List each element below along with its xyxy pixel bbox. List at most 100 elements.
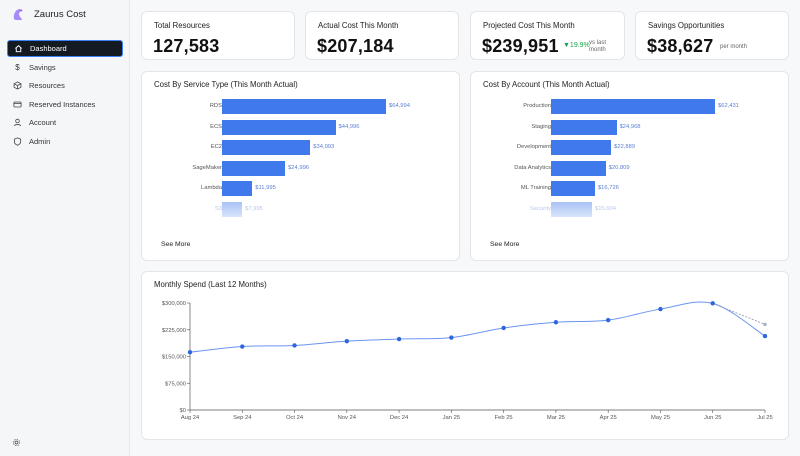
bar-value-label: $34,993 <box>313 144 335 150</box>
bar-label: Development <box>516 144 551 150</box>
card-icon <box>13 100 22 109</box>
bar[interactable] <box>551 99 715 114</box>
x-tick-label: Jul 25 <box>757 415 772 421</box>
bar-row[interactable]: Security $15,604 <box>471 201 788 217</box>
bar-value-label: $22,889 <box>614 144 636 150</box>
data-point <box>187 350 193 355</box>
gear-icon[interactable] <box>12 438 21 449</box>
sidebar-item-label: Resources <box>29 81 65 91</box>
monthly-spend-line-chart: $0 $75,000 $150,000 $225,000 $300,000 Aug 24 S… <box>162 301 773 421</box>
spend-line <box>189 301 766 353</box>
data-point <box>240 344 245 349</box>
bar-row[interactable]: Staging $24,968 <box>471 119 788 135</box>
y-tick-label: $300,000 <box>162 301 186 307</box>
data-point <box>605 317 611 323</box>
bar-label: ECS <box>210 123 222 130</box>
monthly-spend-card: Monthly Spend (Last 12 Months) $0 $75,000… <box>141 271 789 440</box>
sidebar: Zaurus Cost Dashboard $ Savings Resource… <box>0 0 130 456</box>
bar-row[interactable]: EC2 $34,993 <box>142 140 459 155</box>
see-more-button[interactable]: See More <box>490 241 520 248</box>
brand[interactable]: Zaurus Cost <box>10 6 86 22</box>
sidebar-item-account[interactable]: Account <box>7 114 123 131</box>
x-tick-label: Nov 24 <box>338 415 357 421</box>
bar-row[interactable]: SageMaker $24,996 <box>142 160 459 176</box>
bar-label: Production <box>523 103 551 109</box>
kpi-note: per month <box>720 44 748 50</box>
sidebar-item-admin[interactable]: Admin <box>7 133 123 150</box>
sidebar-item-label: Savings <box>29 62 56 72</box>
bar-label: S3 <box>214 205 222 212</box>
bar-row[interactable]: Data Analytics $20,809 <box>471 160 788 176</box>
bar-row[interactable]: Development $22,889 <box>471 140 788 155</box>
bar-value-label: $44,996 <box>338 123 360 130</box>
cost-by-service-card: Cost By Service Type (This Month Actual)… <box>141 71 460 261</box>
bar[interactable] <box>222 201 243 217</box>
zaurus-logo-icon <box>13 9 23 20</box>
kpi-note-line: vs last <box>589 40 607 46</box>
bar-row[interactable]: RDS $64,994 <box>142 99 459 114</box>
bar[interactable] <box>551 140 612 155</box>
home-icon <box>14 44 23 53</box>
kpi-value: $38,627 <box>647 36 714 56</box>
data-point <box>710 301 715 306</box>
sidebar-item-resources[interactable]: Resources <box>7 77 123 94</box>
card-title: Cost By Account (This Month Actual) <box>483 80 610 89</box>
dollar-icon: $ <box>15 62 20 72</box>
bar-row[interactable]: ML Training $16,726 <box>471 181 788 196</box>
card-title: Monthly Spend (Last 12 Months) <box>154 280 267 289</box>
kpi-note: vs last month <box>589 40 606 54</box>
bar-row[interactable]: ECS $44,996 <box>142 119 459 135</box>
sidebar-item-label: Admin <box>29 136 51 146</box>
bar[interactable] <box>551 160 606 176</box>
bar-row[interactable]: Production $62,431 <box>471 99 788 114</box>
bar-label: ML Training <box>520 185 551 191</box>
bar-label: SageMaker <box>192 164 222 171</box>
x-tick-label: Feb 25 <box>495 415 513 421</box>
bar-value-label: $15,604 <box>594 205 616 212</box>
kpi-note-line: month <box>589 47 606 53</box>
kpi-actual-cost: Actual Cost This Month $207,184 <box>305 11 459 60</box>
see-more-button[interactable]: See More <box>161 241 191 248</box>
app-name: Zaurus Cost <box>34 8 86 20</box>
sidebar-item-savings[interactable]: $ Savings <box>7 59 123 76</box>
x-tick-label: Oct 24 <box>286 415 304 421</box>
kpi-value: $207,184 <box>317 36 394 56</box>
sidebar-item-label: Account <box>29 118 57 128</box>
bar[interactable] <box>551 201 592 217</box>
bar[interactable] <box>222 160 286 176</box>
x-tick-label: Jun 25 <box>704 415 721 421</box>
kpi-value: 127,583 <box>153 36 220 56</box>
sidebar-item-label: Reserved Instances <box>29 99 96 109</box>
x-tick-label: Jan 25 <box>443 415 460 421</box>
data-point <box>449 335 454 340</box>
x-tick-label: Mar 25 <box>547 415 565 421</box>
x-tick-label: Aug 24 <box>181 415 200 421</box>
user-icon <box>13 118 22 127</box>
bar-value-label: $7,995 <box>245 205 263 212</box>
bar-row[interactable]: Lambda $11,995 <box>142 181 459 196</box>
sidebar-item-label: Dashboard <box>30 44 67 53</box>
bar[interactable] <box>222 140 311 155</box>
sidebar-nav: Dashboard $ Savings Resources Reserved I… <box>7 40 123 152</box>
sidebar-item-dashboard[interactable]: Dashboard <box>7 40 123 57</box>
y-tick-label: $225,000 <box>162 328 186 334</box>
bar[interactable] <box>222 119 336 135</box>
shield-icon <box>13 137 22 146</box>
bar[interactable] <box>551 119 617 135</box>
x-tick-label: May 25 <box>651 415 670 421</box>
kpi-change: ▼19.9% <box>563 42 590 49</box>
bar[interactable] <box>222 181 253 196</box>
y-tick-label: $75,000 <box>165 381 186 387</box>
card-title: Cost By Service Type (This Month Actual) <box>154 80 298 89</box>
bar[interactable] <box>222 99 386 114</box>
sidebar-item-reserved-instances[interactable]: Reserved Instances <box>7 96 123 113</box>
bar-row[interactable]: S3 $7,995 <box>142 201 459 217</box>
bar-value-label: $16,726 <box>597 185 619 191</box>
kpi-savings: Savings Opportunities $38,627 per month <box>635 11 789 60</box>
kpi-label: Savings Opportunities <box>648 21 725 30</box>
y-tick-label: $0 <box>180 408 186 414</box>
bar-label: Security <box>530 205 551 212</box>
data-point <box>553 320 559 325</box>
bar[interactable] <box>551 181 595 196</box>
bar-value-label: $24,996 <box>288 164 310 171</box>
